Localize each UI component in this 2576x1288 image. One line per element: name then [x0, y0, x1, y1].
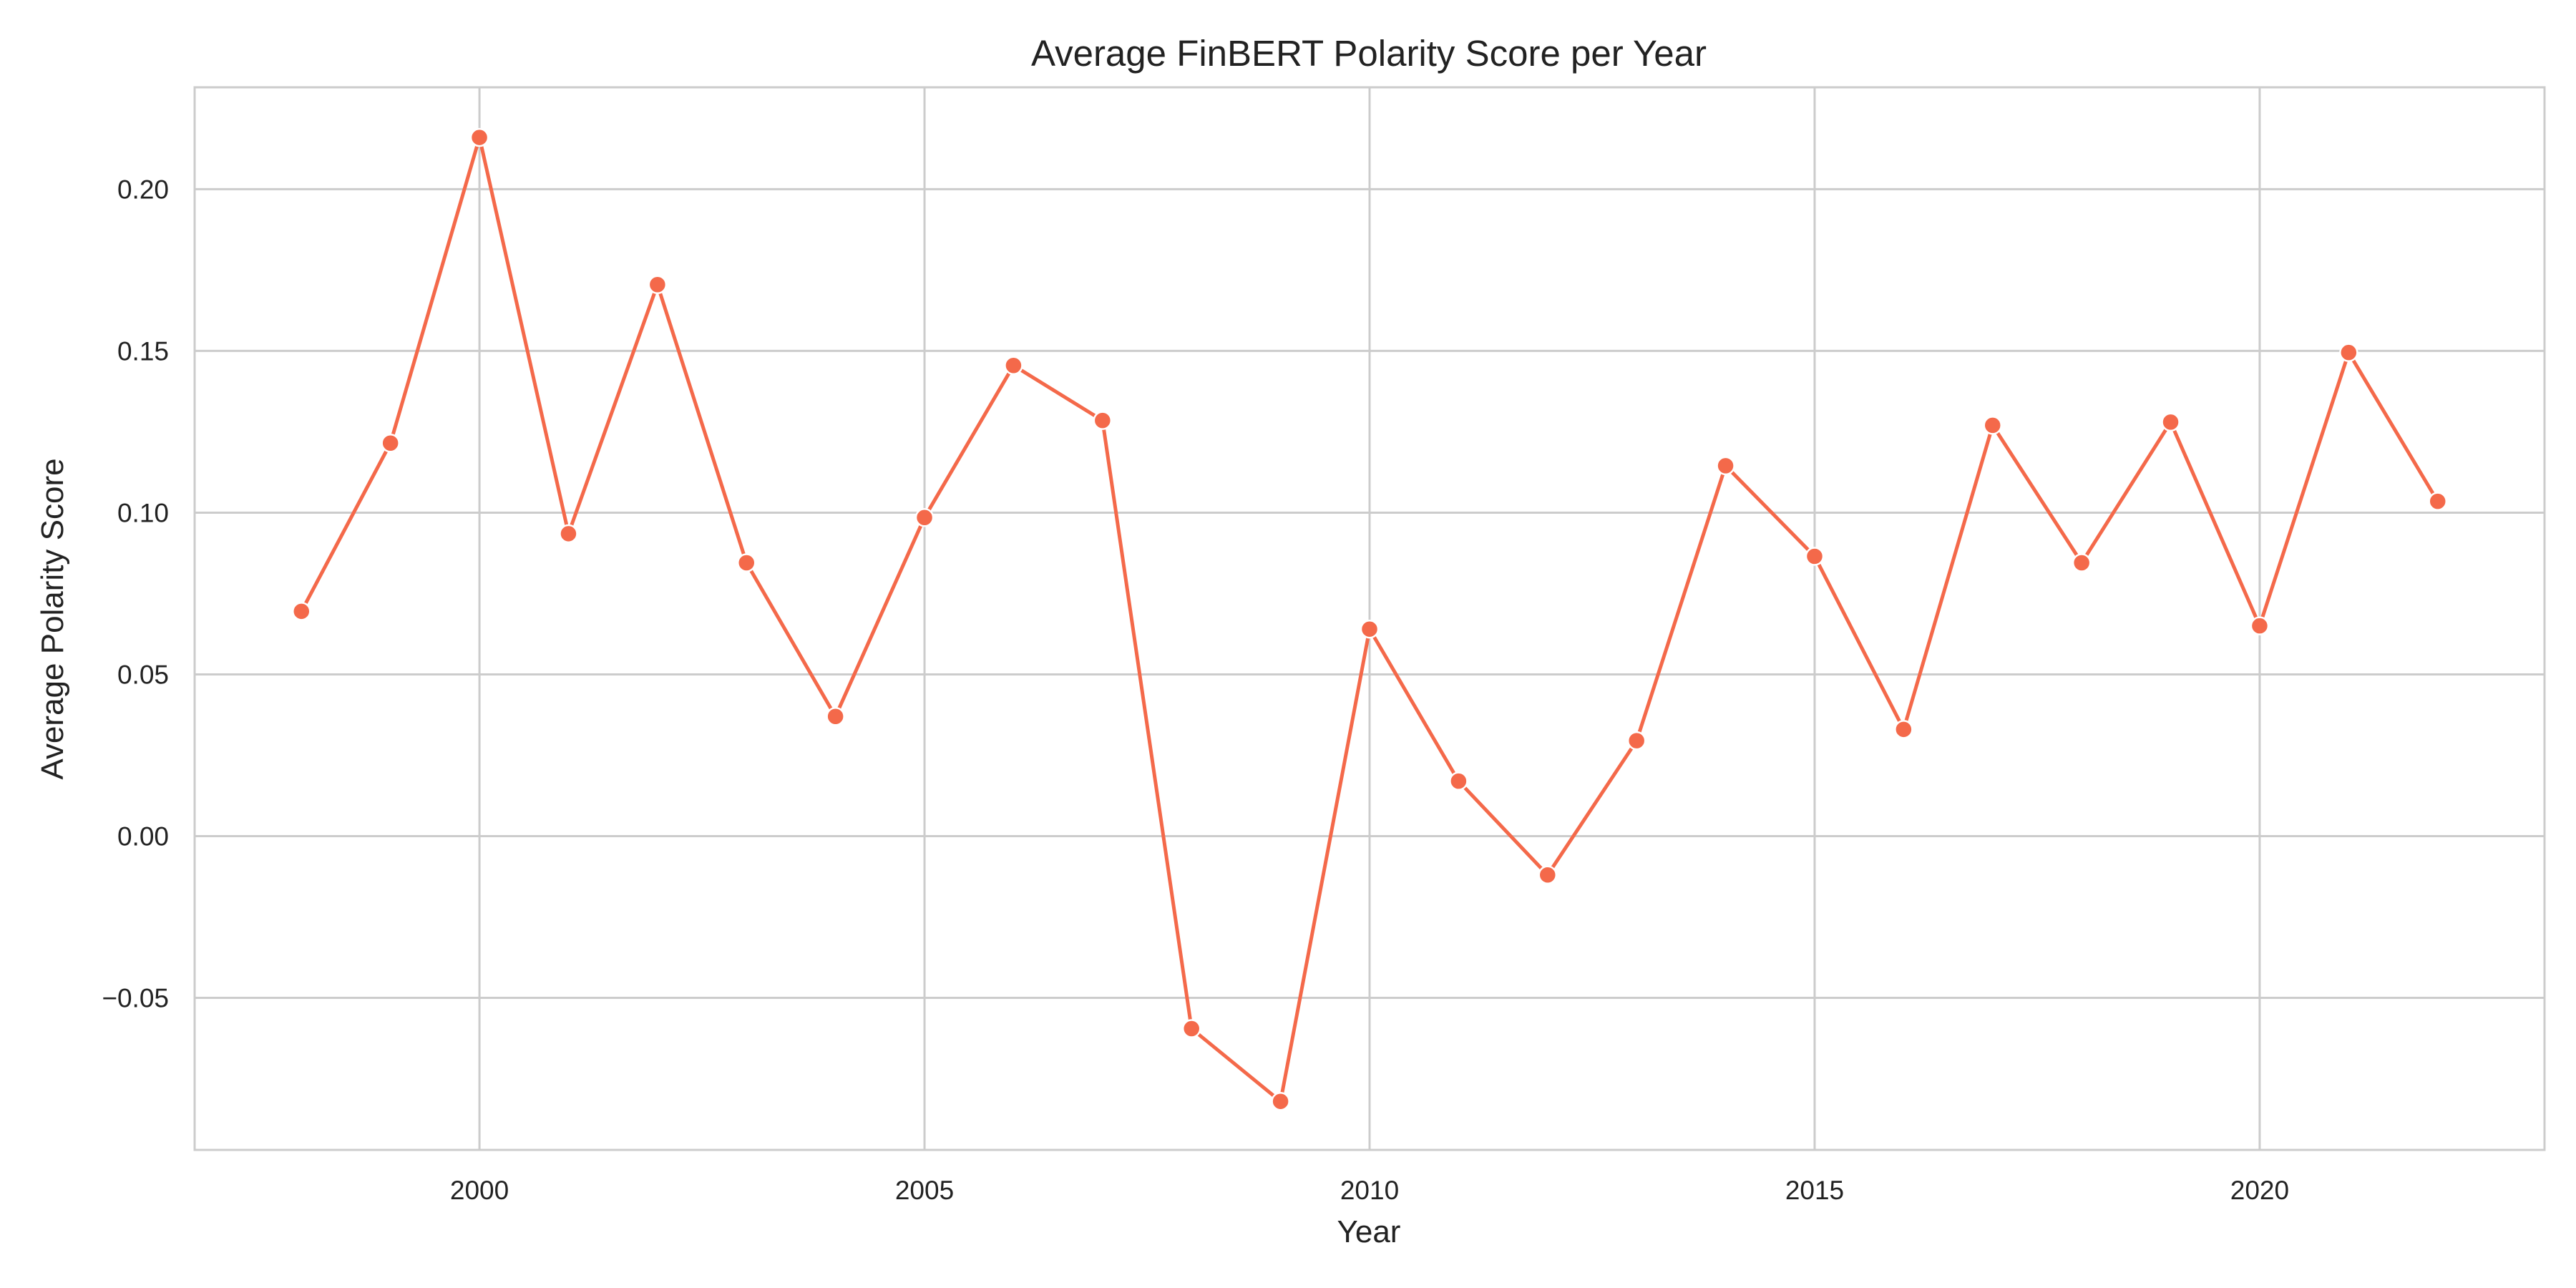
y-tick-label: 0.10	[117, 498, 169, 527]
x-tick-label: 2020	[2230, 1176, 2289, 1205]
x-tick-label: 2015	[1785, 1176, 1844, 1205]
y-tick-label: 0.00	[117, 822, 169, 852]
data-point	[1894, 720, 1913, 739]
data-point	[2161, 412, 2180, 432]
plot-frame	[193, 86, 2546, 1151]
data-point	[1983, 416, 2003, 435]
data-point	[1716, 456, 1735, 476]
data-point	[1360, 619, 1380, 639]
y-tick-labels: −0.05 0.00 0.05 0.10 0.15 0.20	[102, 175, 169, 1013]
data-point	[1626, 731, 1646, 751]
data-point	[2072, 553, 2092, 572]
data-point	[1538, 865, 1558, 885]
data-point	[381, 434, 400, 453]
data-point	[2250, 616, 2270, 635]
y-tick-label: 0.15	[117, 336, 169, 366]
data-point	[1181, 1019, 1201, 1038]
data-point	[469, 127, 489, 147]
series-layer	[292, 127, 2447, 1111]
data-point	[826, 706, 845, 726]
y-tick-label: 0.20	[117, 175, 169, 204]
data-point	[2428, 492, 2447, 511]
data-point	[559, 524, 578, 544]
data-point	[1271, 1091, 1290, 1111]
data-point	[736, 553, 756, 572]
x-axis-title: Year	[1337, 1214, 1401, 1249]
x-tick-labels: 2000 2005 2010 2015 2020	[450, 1176, 2289, 1205]
data-point	[292, 602, 311, 621]
y-axis-title: Average Polarity Score	[35, 458, 70, 779]
y-tick-label: 0.05	[117, 660, 169, 689]
x-tick-label: 2000	[450, 1176, 509, 1205]
data-point	[1449, 771, 1468, 791]
x-tick-label: 2005	[895, 1176, 954, 1205]
data-point	[648, 275, 668, 295]
data-point	[1093, 411, 1113, 430]
data-point	[1805, 547, 1825, 566]
chart-title: Average FinBERT Polarity Score per Year	[1031, 33, 1707, 74]
data-point	[914, 507, 935, 527]
data-point	[2339, 343, 2358, 362]
x-tick-label: 2010	[1340, 1176, 1399, 1205]
data-point	[1004, 356, 1023, 376]
y-tick-label: −0.05	[102, 984, 169, 1013]
